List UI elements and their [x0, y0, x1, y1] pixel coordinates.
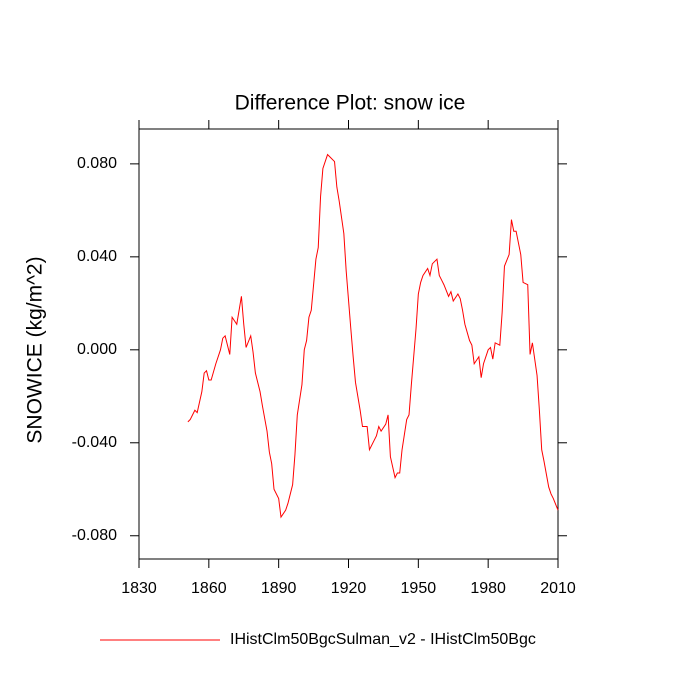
x-tick-label: 2010 — [540, 580, 576, 597]
y-tick-label: -0.040 — [72, 434, 117, 451]
legend-label: IHistClm50BgcSulman_v2 - IHistClm50Bgc — [230, 631, 536, 648]
data-line — [187, 153, 559, 519]
y-axis-label: SNOWICE (kg/m^2) — [24, 256, 47, 443]
y-tick-label: 0.040 — [77, 248, 117, 265]
x-tick-label: 1920 — [331, 580, 367, 597]
x-tick-label: 1950 — [401, 580, 437, 597]
y-tick-label: 0.080 — [77, 155, 117, 172]
chart-title: Difference Plot: snow ice — [235, 92, 466, 115]
x-tick-label: 1980 — [470, 580, 506, 597]
y-tick-label: -0.080 — [72, 527, 117, 544]
x-tick-label: 1830 — [121, 580, 157, 597]
x-tick-label: 1860 — [191, 580, 227, 597]
x-tick-label: 1890 — [261, 580, 297, 597]
y-tick-label: 0.000 — [77, 341, 117, 358]
